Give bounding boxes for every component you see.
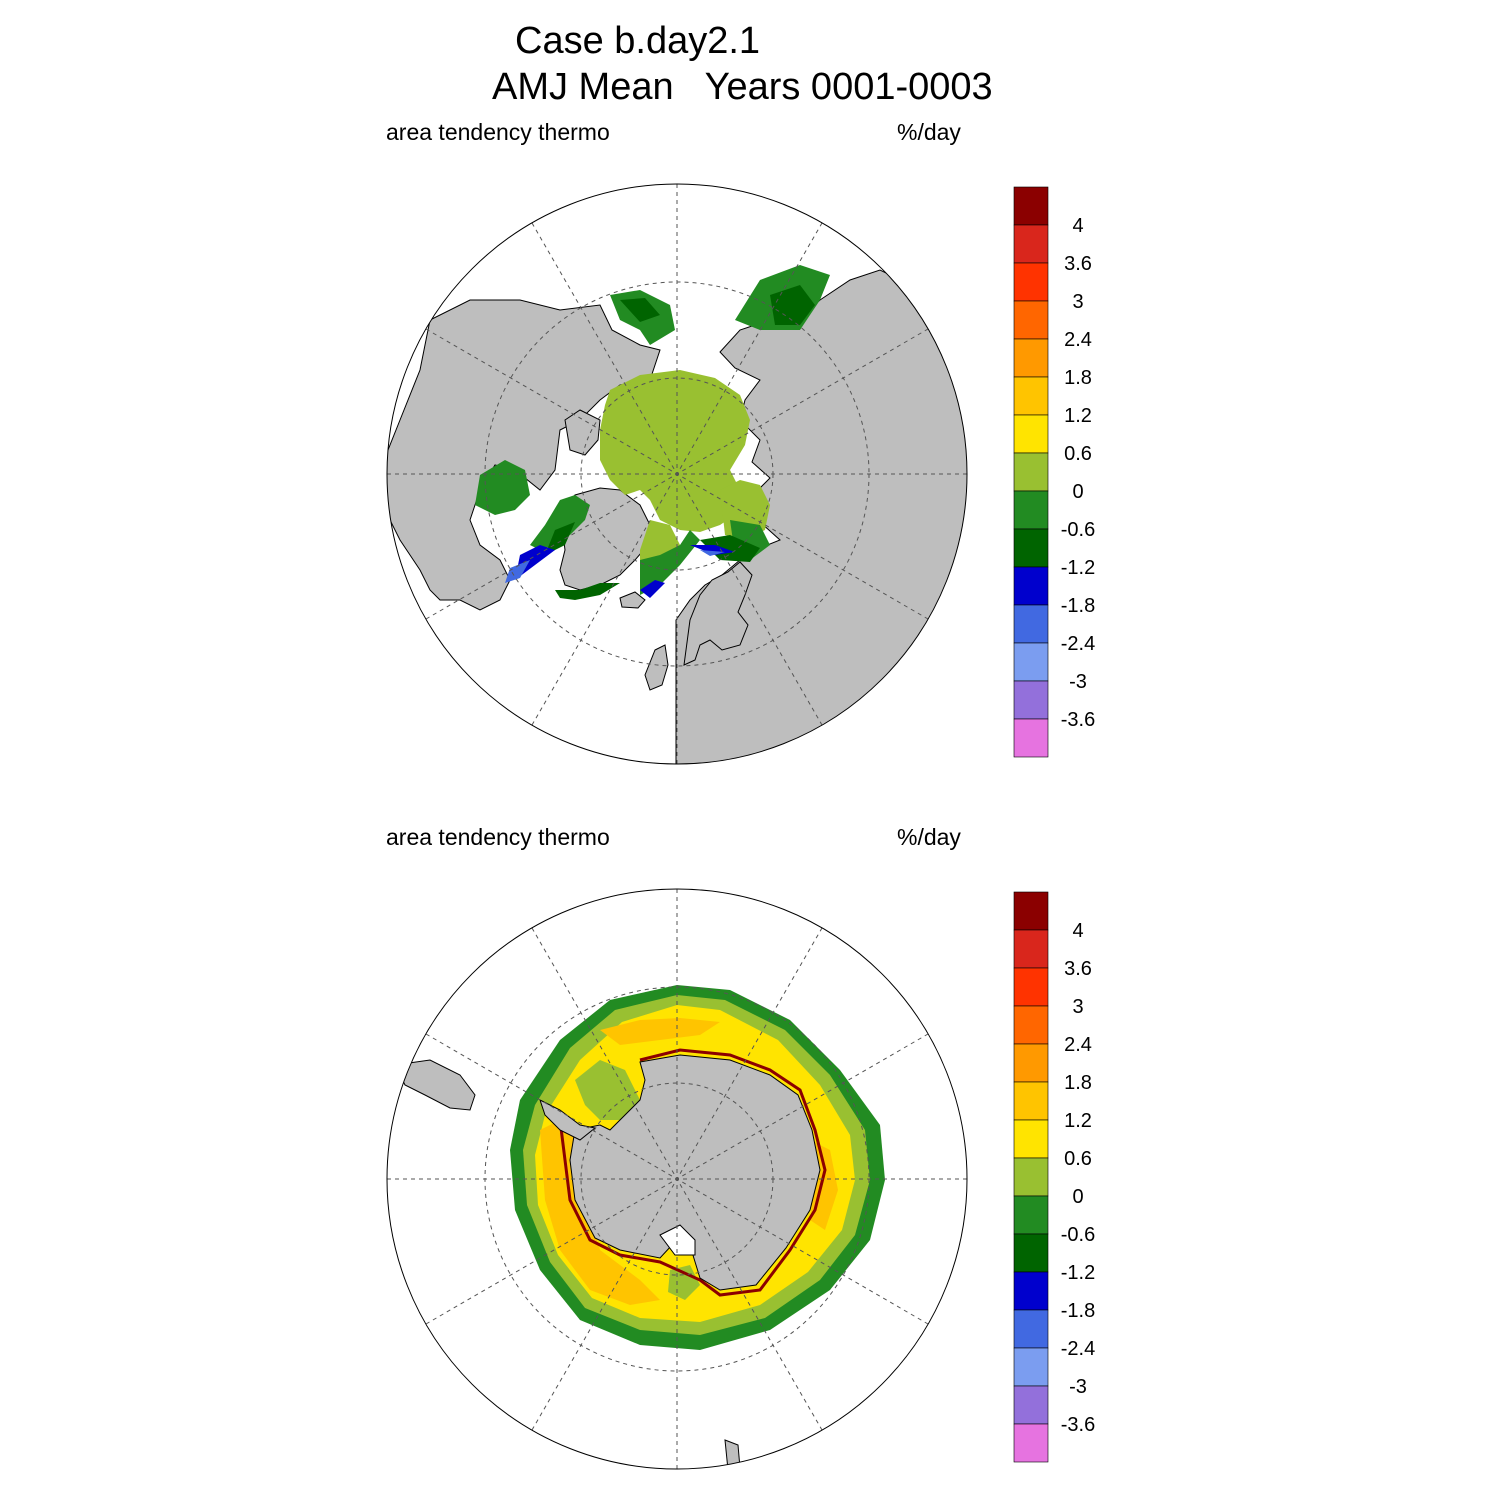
- nh-colorbar-tick-label: 1.8: [1064, 367, 1092, 389]
- sh-colorbar: 4 3.6 3 2.4 1.8 1.2 0.6 0 -0.6 -1.2 -1.8 -2.4 -3 -3.6: [1013, 891, 1095, 1463]
- sh-colorbar-tick-label: 1.8: [1064, 1072, 1092, 1094]
- sh-land-south-america: [394, 1059, 476, 1111]
- nh-colorbar-box: [1013, 300, 1049, 340]
- figure-title-period: AMJ Mean Years 0001-0003: [492, 66, 993, 108]
- sh-colorbar-box: [1013, 967, 1049, 1007]
- nh-colorbar-box: [1013, 452, 1049, 492]
- nh-map: [386, 183, 968, 765]
- nh-colorbar-tick-label: 0: [1072, 481, 1083, 503]
- nh-ice-field: [475, 265, 830, 600]
- nh-colorbar-box: [1013, 224, 1049, 264]
- sh-units-label: %/day: [897, 824, 961, 850]
- sh-colorbar-box: [1013, 1233, 1049, 1273]
- sh-map-border: [386, 888, 968, 1470]
- nh-colorbar-tick-label: -1.8: [1061, 595, 1095, 617]
- nh-colorbar-tick-label: 4: [1072, 215, 1083, 237]
- sh-ice-field: [394, 985, 885, 1469]
- nh-colorbar-tick-label: 1.2: [1064, 405, 1092, 427]
- nh-colorbar-tick-label: -1.2: [1061, 557, 1095, 579]
- nh-colorbar-box: [1013, 490, 1049, 530]
- sh-colorbar-box: [1013, 1043, 1049, 1083]
- sh-colorbar-tick-label: 1.2: [1064, 1110, 1092, 1132]
- sh-colorbar-tick-label: 3: [1072, 996, 1083, 1018]
- sh-colorbar-box: [1013, 1347, 1049, 1387]
- sh-colorbar-box: [1013, 891, 1049, 931]
- sh-colorbar-box: [1013, 1195, 1049, 1235]
- sh-colorbar-tick-label: -3.6: [1061, 1414, 1095, 1436]
- nh-colorbar-box: [1013, 604, 1049, 644]
- sh-colorbar-tick-label: 2.4: [1064, 1034, 1092, 1056]
- sh-colorbar-box: [1013, 1271, 1049, 1311]
- sh-colorbar-box: [1013, 1309, 1049, 1349]
- nh-colorbar: 4 3.6 3 2.4 1.8 1.2 0.6 0 -0.6 -1.2 -1.8 -2.4 -3 -3.6: [1013, 186, 1095, 758]
- sh-colorbar-tick-label: 3.6: [1064, 958, 1092, 980]
- sh-colorbar-box: [1013, 1385, 1049, 1425]
- nh-colorbar-box: [1013, 528, 1049, 568]
- nh-field-label: area tendency thermo: [386, 119, 610, 145]
- nh-land-scandinavia: [683, 561, 753, 666]
- sh-colorbar-box: [1013, 1005, 1049, 1045]
- sh-colorbar-tick-label: -3: [1069, 1376, 1087, 1398]
- nh-colorbar-box: [1013, 680, 1049, 720]
- sh-graticule: [387, 889, 967, 1469]
- nh-map-border: [386, 183, 968, 765]
- nh-graticule: [387, 184, 967, 764]
- nh-land-britain: [644, 644, 669, 691]
- sh-colorbar-tick-label: 0: [1072, 1186, 1083, 1208]
- nh-land-archipelago: [564, 409, 601, 456]
- nh-colorbar-tick-label: 3: [1072, 291, 1083, 313]
- nh-colorbar-box: [1013, 718, 1049, 758]
- sh-colorbar-box: [1013, 1081, 1049, 1121]
- nh-colorbar-box: [1013, 566, 1049, 606]
- nh-colorbar-tick-label: -3.6: [1061, 709, 1095, 731]
- nh-colorbar-box: [1013, 414, 1049, 454]
- sh-field-label: area tendency thermo: [386, 824, 610, 850]
- sh-colorbar-tick-label: -0.6: [1061, 1224, 1095, 1246]
- sh-colorbar-tick-label: 0.6: [1064, 1148, 1092, 1170]
- sh-colorbar-box: [1013, 929, 1049, 969]
- nh-colorbar-box: [1013, 186, 1049, 226]
- nh-colorbar-tick-label: 0.6: [1064, 443, 1092, 465]
- nh-colorbar-tick-label: 2.4: [1064, 329, 1092, 351]
- nh-colorbar-box: [1013, 642, 1049, 682]
- nh-colorbar-box: [1013, 262, 1049, 302]
- sh-colorbar-tick-label: -1.2: [1061, 1262, 1095, 1284]
- sh-colorbar-box: [1013, 1157, 1049, 1197]
- sh-colorbar-box: [1013, 1423, 1049, 1463]
- nh-colorbar-tick-label: -2.4: [1061, 633, 1095, 655]
- figure-title-case: Case b.day2.1: [515, 20, 761, 62]
- sh-colorbar-box: [1013, 1119, 1049, 1159]
- nh-land-iceland: [619, 591, 646, 609]
- nh-colorbar-tick-label: -3: [1069, 671, 1087, 693]
- nh-colorbar-tick-label: -0.6: [1061, 519, 1095, 541]
- nh-land-north-america: [387, 299, 661, 611]
- sh-colorbar-tick-label: -2.4: [1061, 1338, 1095, 1360]
- nh-colorbar-box: [1013, 338, 1049, 378]
- sh-colorbar-tick-label: -1.8: [1061, 1300, 1095, 1322]
- nh-colorbar-box: [1013, 376, 1049, 416]
- nh-colorbar-tick-label: 3.6: [1064, 253, 1092, 275]
- sh-map: [386, 888, 968, 1470]
- sh-colorbar-tick-label: 4: [1072, 920, 1083, 942]
- nh-units-label: %/day: [897, 119, 961, 145]
